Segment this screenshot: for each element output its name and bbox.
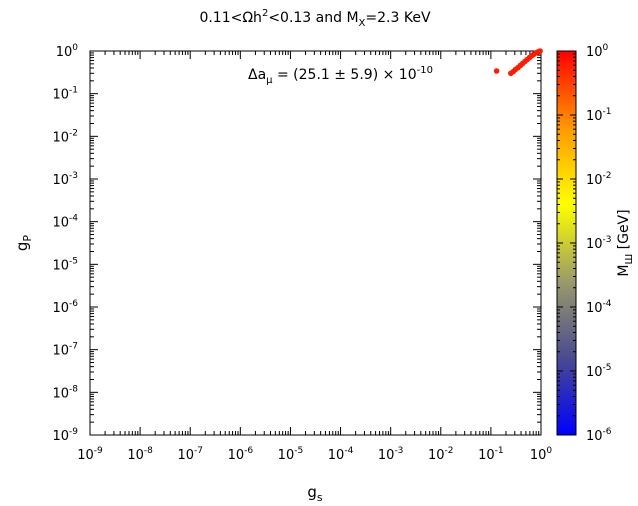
x-axis-label: gs	[307, 483, 323, 504]
chart-title: 0.11<Ωh2<0.13 and MX=2.3 KeV	[199, 8, 430, 29]
colorbar-tick-label: 100	[586, 43, 609, 60]
x-tick-label: 10-3	[378, 446, 404, 463]
x-tick-label: 10-5	[278, 446, 304, 463]
y-tick-label: 10-3	[52, 171, 78, 188]
x-tick-label: 10-4	[328, 446, 354, 463]
y-tick-label: 10-8	[52, 384, 78, 401]
delta-a-mu-annotation: Δaμ = (25.1 ± 5.9) × 10-10	[248, 65, 433, 86]
x-tick-label: 10-6	[228, 446, 254, 463]
x-minor-ticks	[89, 51, 542, 435]
x-tick-label: 10-2	[428, 446, 454, 463]
x-tick-label: 10-9	[77, 446, 103, 463]
y-tick-label: 10-4	[52, 214, 78, 231]
colorbar-tick-label: 10-1	[586, 107, 612, 124]
colorbar-tick-label: 10-5	[586, 363, 612, 380]
y-tick-label: 10-1	[52, 86, 78, 103]
scatter-point	[493, 68, 500, 74]
x-tick-label: 10-1	[478, 446, 504, 463]
y-tick-label: 10-2	[52, 128, 78, 145]
x-tick-labels: 10-9 10-8 10-7 10-6 10-5 10-4 10-3 10-2 10-1 100	[77, 446, 552, 463]
colorbar-label: MШ [GeV]	[616, 209, 635, 276]
scatter-points	[493, 48, 543, 77]
plot-frame	[89, 50, 542, 436]
scatter-point	[537, 48, 543, 54]
colorbar-tick-label: 10-4	[586, 299, 612, 316]
y-axis-label: gP	[13, 235, 34, 252]
y-tick-label: 10-6	[52, 299, 78, 316]
x-tick-label: 10-8	[127, 446, 153, 463]
colorbar-tick-labels: 10-6 10-5 10-4 10-3 10-2 10-1 100	[586, 43, 612, 444]
colorbar-tick-label: 10-6	[586, 427, 612, 444]
y-tick-label: 10-5	[52, 256, 78, 273]
colorbar-minor-ticks	[557, 50, 576, 436]
x-tick-label: 10-7	[177, 446, 203, 463]
y-tick-label: 10-9	[52, 427, 78, 444]
colorbar-tick-label: 10-2	[586, 171, 612, 188]
x-tick-label: 100	[530, 446, 553, 463]
y-tick-label: 100	[56, 43, 79, 60]
y-minor-ticks	[90, 50, 541, 436]
y-tick-labels: 10-9 10-8 10-7 10-6 10-5 10-4 10-3 10-2 10-1 100	[52, 43, 78, 444]
y-tick-label: 10-7	[52, 342, 78, 359]
colorbar-tick-label: 10-3	[586, 235, 612, 252]
